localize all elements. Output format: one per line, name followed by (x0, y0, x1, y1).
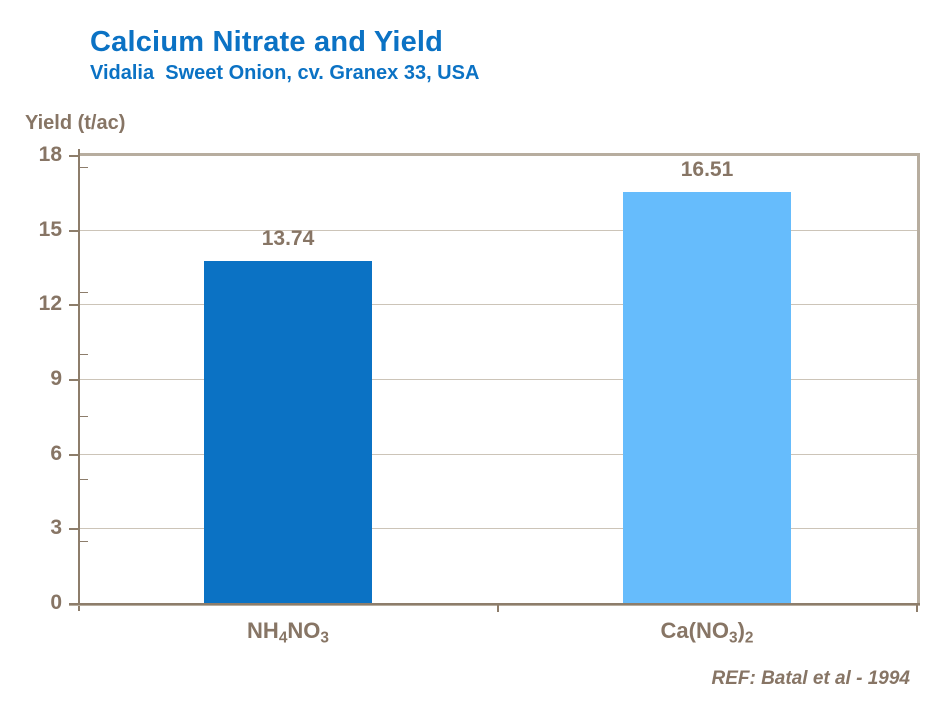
y-major-tick (69, 155, 78, 157)
y-tick-label: 12 (38, 292, 62, 315)
y-major-tick (69, 528, 78, 530)
category-label-Ca(NO3)2: Ca(NO3)2 (587, 618, 827, 647)
subscript: 3 (320, 629, 329, 647)
category-label-NH4NO3: NH4NO3 (168, 618, 408, 647)
bar-value-label: 16.51 (680, 158, 734, 181)
y-minor-tick (80, 292, 88, 293)
formula-text: ) (737, 618, 745, 643)
formula-text: NH (247, 618, 279, 643)
y-major-tick (69, 603, 78, 605)
gridline (80, 304, 917, 305)
plot-border-right (917, 153, 920, 605)
gridline (80, 528, 917, 529)
y-tick-label: 15 (38, 218, 62, 241)
y-tick-label: 9 (50, 367, 62, 390)
formula-text: Ca(NO (660, 618, 729, 643)
x-axis-line-shadow (69, 605, 920, 606)
y-axis-label: Yield (t/ac) (25, 112, 126, 134)
formula-text: NO (287, 618, 321, 643)
y-minor-tick (80, 541, 88, 542)
y-minor-tick (80, 416, 88, 417)
gridline (80, 454, 917, 455)
plot-border-top (78, 153, 920, 156)
y-major-tick (69, 230, 78, 232)
x-axis-line (69, 603, 920, 605)
bar-NH4NO3 (204, 261, 372, 603)
y-minor-tick (80, 479, 88, 480)
reference-text: REF: Batal et al - 1994 (711, 668, 910, 689)
gridline (80, 379, 917, 380)
bar-Ca(NO3)2 (623, 192, 791, 603)
y-axis-line (78, 149, 80, 611)
x-axis-tick (497, 605, 499, 612)
subscript: 2 (744, 629, 754, 647)
x-axis-tick (916, 605, 918, 612)
y-minor-tick (80, 354, 88, 355)
subscript: 3 (729, 629, 738, 647)
y-tick-label: 18 (38, 143, 62, 166)
bar-value-label: 13.74 (261, 227, 315, 250)
subscript: 4 (278, 629, 288, 647)
y-major-tick (69, 379, 78, 381)
y-tick-label: 0 (50, 591, 62, 614)
y-major-tick (69, 304, 78, 306)
gridline (80, 230, 917, 231)
chart-subtitle: Vidalia Sweet Onion, cv. Granex 33, USA (90, 62, 480, 84)
y-tick-label: 3 (50, 516, 62, 539)
chart-title: Calcium Nitrate and Yield (90, 26, 444, 58)
y-tick-label: 6 (50, 442, 62, 465)
y-major-tick (69, 454, 78, 456)
y-minor-tick (80, 167, 88, 168)
